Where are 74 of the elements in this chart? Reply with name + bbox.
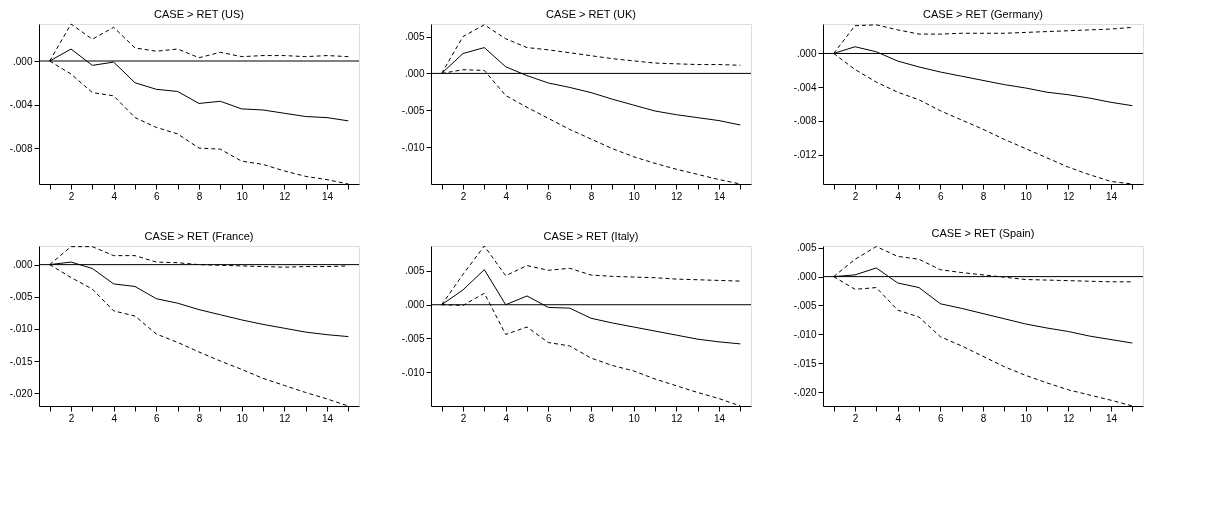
x-tick-label: 2 [852, 190, 859, 202]
chart-title: CASE > RET (France) [144, 230, 254, 242]
y-tick-label: .000 [13, 55, 33, 67]
x-tick-label: 6 [546, 412, 553, 424]
x-tick-label: 14 [321, 190, 334, 202]
x-tick-label: 10 [628, 412, 641, 424]
x-tick-label: 2 [852, 412, 859, 424]
x-tick-label: 2 [460, 412, 467, 424]
chart-title: CASE > RET (UK) [546, 8, 636, 20]
y-tick-label: .005 [797, 242, 817, 254]
y-tick-label: -.004 [9, 99, 33, 111]
x-tick-label: 12 [279, 190, 291, 202]
x-tick-label: 10 [1020, 412, 1033, 424]
x-tick-label: 6 [154, 412, 161, 424]
x-tick-label: 14 [713, 412, 726, 424]
chart-title: CASE > RET (Spain) [931, 226, 1035, 239]
x-tick-label: 4 [503, 412, 510, 424]
x-tick-label: 6 [546, 190, 553, 202]
x-tick-label: 2 [460, 190, 467, 202]
y-tick-label: -.005 [9, 291, 33, 303]
x-tick-label: 10 [628, 190, 641, 202]
x-tick-label: 14 [713, 190, 726, 202]
chart-title: CASE > RET (Germany) [923, 8, 1043, 20]
x-tick-label: 8 [588, 190, 595, 202]
y-tick-label: -.020 [793, 386, 817, 398]
x-tick-label: 6 [938, 190, 945, 202]
x-tick-label: 6 [938, 412, 945, 424]
x-tick-label: 8 [980, 190, 987, 202]
x-tick-label: 2 [68, 412, 75, 424]
x-tick-label: 14 [321, 412, 334, 424]
y-tick-label: -.008 [793, 115, 817, 127]
x-tick-label: 12 [671, 190, 683, 202]
y-tick-label: .000 [13, 259, 33, 271]
x-tick-label: 12 [671, 412, 683, 424]
y-tick-label: .000 [797, 271, 817, 283]
x-tick-label: 12 [279, 412, 291, 424]
y-tick-label: -.015 [793, 357, 817, 369]
x-tick-label: 12 [1063, 412, 1075, 424]
x-tick-label: 10 [1020, 190, 1033, 202]
x-tick-label: 14 [1105, 412, 1118, 424]
y-tick-label: -.010 [9, 323, 33, 335]
y-tick-label: -.005 [401, 332, 425, 344]
y-tick-label: -.010 [401, 366, 425, 378]
y-tick-label: -.004 [793, 81, 817, 93]
x-tick-label: 4 [111, 412, 118, 424]
y-tick-label: -.005 [793, 299, 817, 311]
y-tick-label: .005 [405, 265, 425, 277]
y-tick-label: .000 [405, 299, 425, 311]
x-tick-label: 14 [1105, 190, 1118, 202]
x-tick-label: 8 [196, 190, 203, 202]
x-tick-label: 6 [154, 190, 161, 202]
x-tick-label: 10 [236, 190, 249, 202]
x-tick-label: 4 [895, 412, 902, 424]
chart-title: CASE > RET (Italy) [543, 229, 639, 242]
y-tick-label: .000 [797, 47, 817, 59]
y-tick-label: .005 [405, 31, 425, 43]
y-tick-label: -.020 [9, 387, 33, 399]
x-tick-label: 12 [1063, 190, 1075, 202]
y-tick-label: -.012 [793, 149, 817, 161]
chart-title: CASE > RET (US) [154, 7, 244, 20]
x-tick-label: 4 [503, 190, 510, 202]
y-tick-label: -.010 [793, 328, 817, 340]
x-tick-label: 8 [588, 412, 595, 424]
y-tick-label: -.008 [9, 142, 33, 154]
y-tick-label: -.015 [9, 355, 33, 367]
y-tick-label: .000 [405, 67, 425, 79]
y-tick-label: -.005 [401, 104, 425, 116]
y-tick-label: -.010 [401, 141, 425, 153]
x-tick-label: 8 [980, 412, 987, 424]
x-tick-label: 10 [236, 412, 249, 424]
x-tick-label: 2 [68, 190, 75, 202]
x-tick-label: 4 [895, 190, 902, 202]
x-tick-label: 4 [111, 190, 118, 202]
x-tick-label: 8 [196, 412, 203, 424]
